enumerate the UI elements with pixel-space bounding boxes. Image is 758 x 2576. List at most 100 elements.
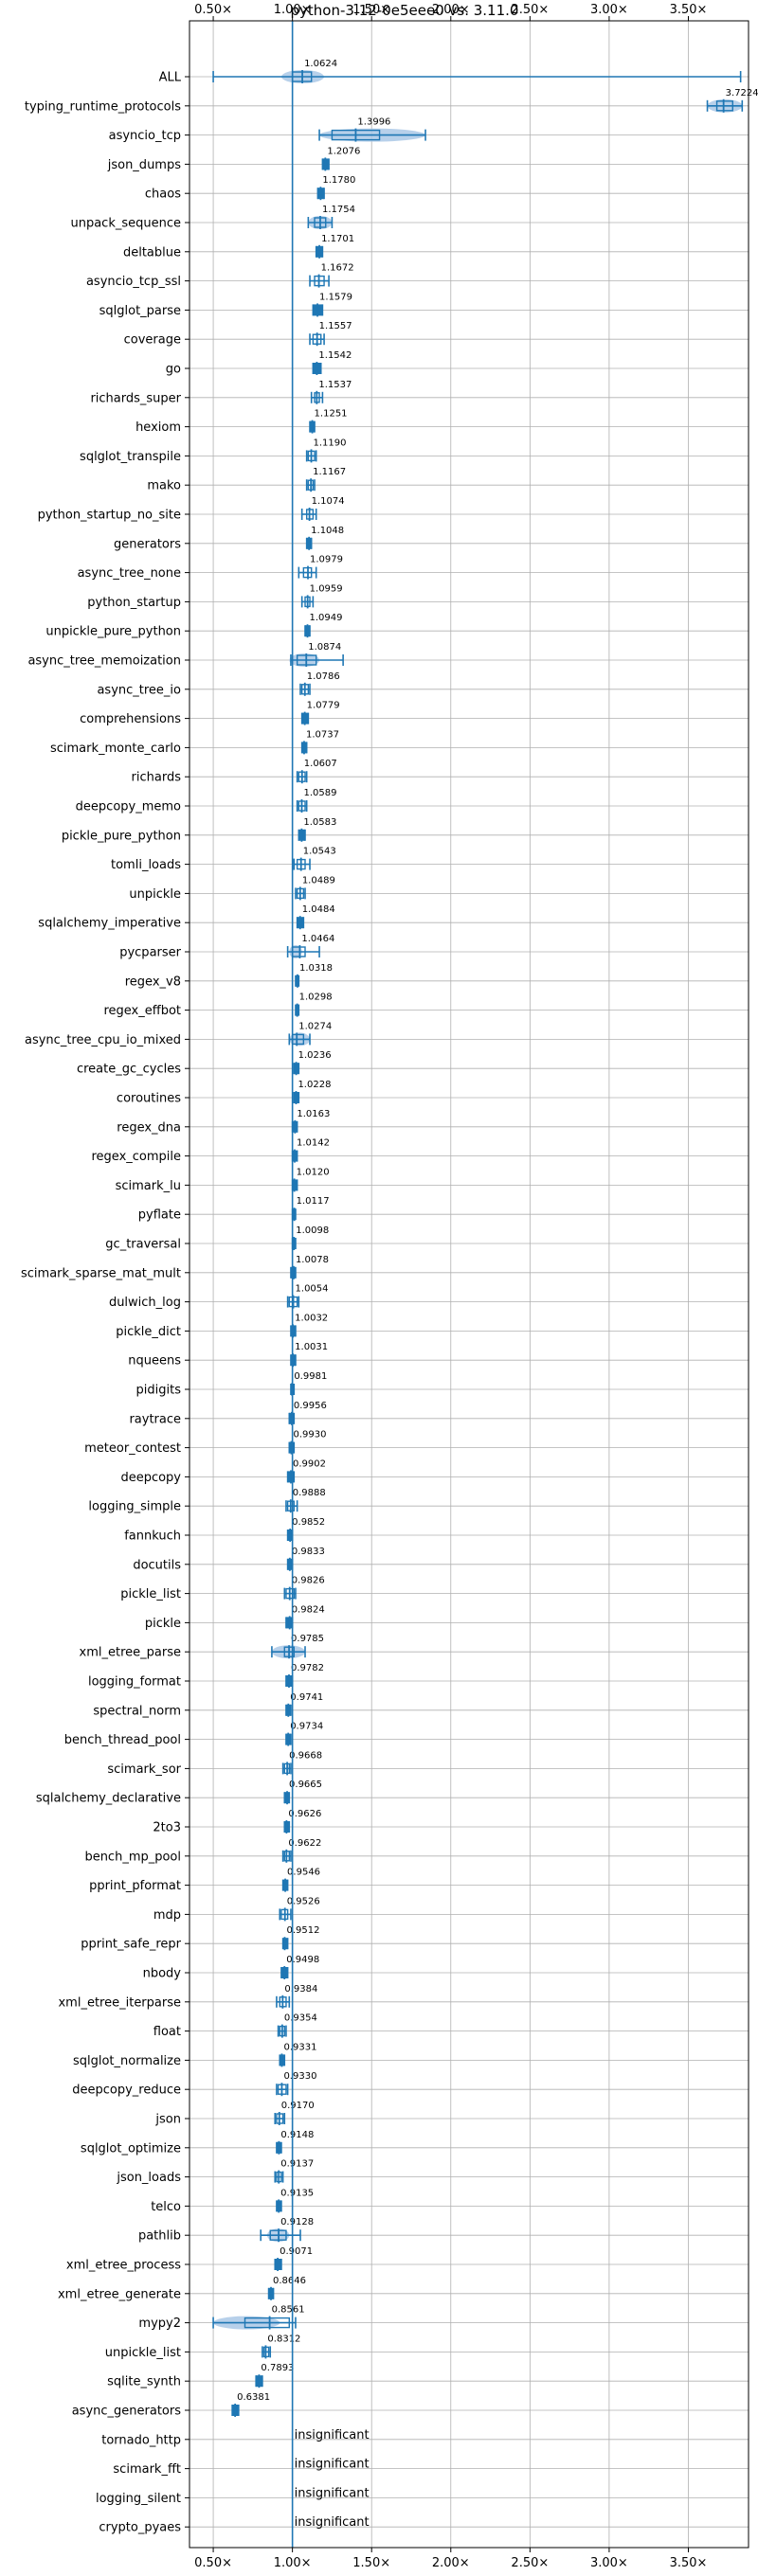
benchmark-label: logging_silent	[96, 2492, 181, 2506]
value-label: 0.9888	[293, 1488, 326, 1498]
value-label: 0.9626	[288, 1809, 321, 1819]
benchmark-label: deepcopy_memo	[76, 800, 181, 814]
benchmark-label: deepcopy_reduce	[72, 2084, 181, 2098]
insignificant-label: insignificant	[295, 2458, 370, 2472]
value-label: 0.9331	[283, 2042, 316, 2052]
value-label: 1.0032	[295, 1313, 328, 1323]
x-tick-label-top: 2.50×	[511, 3, 549, 17]
insignificant-label: insignificant	[295, 2515, 370, 2530]
value-label: 0.9526	[287, 1896, 320, 1906]
benchmark-label: docutils	[133, 1558, 181, 1572]
benchmark-label: unpack_sequence	[70, 217, 181, 231]
benchmark-label: richards	[132, 771, 182, 785]
benchmark-label: telco	[151, 2200, 181, 2214]
benchmark-label: sqlglot_parse	[99, 304, 181, 318]
x-tick-label-top: 1.00×	[274, 3, 312, 17]
value-label: 0.9741	[290, 1692, 323, 1703]
value-label: 0.9137	[280, 2159, 314, 2170]
value-label: 1.1167	[313, 467, 346, 477]
benchmark-label: unpickle	[129, 887, 181, 902]
value-label: 1.1190	[314, 438, 347, 448]
benchmark-label: xml_etree_generate	[58, 2287, 181, 2301]
benchmark-label: gc_traversal	[105, 1238, 181, 1252]
value-label: 0.9354	[284, 2013, 317, 2024]
benchmark-label: pycparser	[119, 946, 181, 960]
benchmark-label: create_gc_cycles	[77, 1063, 181, 1077]
value-label: 1.1251	[315, 409, 348, 420]
benchmark-label: tornado_http	[101, 2433, 181, 2447]
value-label: 1.1579	[319, 292, 352, 302]
benchmark-label: fannkuch	[124, 1530, 181, 1544]
benchmark-label: mako	[147, 479, 181, 493]
benchmark-label: mdp	[153, 1908, 181, 1923]
plot-frame	[189, 20, 749, 2549]
benchmark-label: regex_effbot	[103, 1004, 181, 1018]
x-tick-label-bottom: 3.00×	[590, 2556, 628, 2570]
value-label: 0.9785	[291, 1634, 324, 1644]
value-label: 0.9128	[280, 2217, 314, 2227]
value-label: 0.9330	[283, 2071, 316, 2082]
value-label: 1.0117	[297, 1196, 330, 1207]
value-label: 1.0054	[296, 1284, 329, 1295]
benchmark-label: json	[154, 2113, 181, 2127]
quartile-box	[244, 2317, 290, 2329]
value-label: 1.2076	[327, 146, 360, 156]
benchmark-label: spectral_norm	[93, 1704, 181, 1718]
insignificant-label: insignificant	[295, 2428, 370, 2442]
value-label: 0.9956	[294, 1401, 327, 1411]
value-label: 0.9384	[284, 1984, 317, 1995]
value-label: 1.0489	[302, 875, 335, 886]
value-label: 1.0031	[295, 1342, 328, 1352]
x-tick-label-bottom: 1.50×	[352, 2556, 390, 2570]
x-tick-label-top: 3.50×	[670, 3, 708, 17]
x-tick-label-bottom: 1.00×	[274, 2556, 312, 2570]
value-label: 1.1542	[318, 350, 352, 361]
benchmark-label: sqlglot_optimize	[81, 2141, 181, 2156]
value-label: 1.0874	[308, 642, 341, 653]
benchmark-label: pathlib	[138, 2229, 181, 2244]
benchmark-label: pickle	[145, 1617, 181, 1631]
benchmark-label: scimark_monte_carlo	[50, 742, 181, 756]
value-label: 1.1537	[318, 380, 352, 390]
benchmark-label: chaos	[145, 188, 181, 202]
value-label: 0.9782	[291, 1663, 324, 1673]
benchmark-label: typing_runtime_protocols	[25, 99, 181, 114]
benchmark-label: json_loads	[116, 2171, 181, 2185]
value-label: 0.9622	[288, 1838, 321, 1849]
benchmark-label: asyncio_tcp_ssl	[86, 275, 181, 289]
benchmark-label: richards_super	[90, 391, 181, 405]
benchmark-label: async_tree_io	[97, 683, 181, 697]
benchmark-label: 2to3	[153, 1821, 181, 1835]
benchmark-label: unpickle_list	[105, 2346, 181, 2360]
benchmark-label: pyflate	[138, 1208, 181, 1223]
value-label: 1.3996	[357, 117, 390, 128]
benchmark-label: regex_compile	[91, 1150, 181, 1164]
value-label: 0.9071	[280, 2246, 313, 2257]
value-label: 1.0464	[301, 934, 334, 944]
value-label: 0.9512	[286, 1925, 319, 1936]
value-label: 1.0589	[303, 788, 336, 798]
benchmark-label: bench_thread_pool	[64, 1733, 181, 1747]
benchmark-label: raytrace	[129, 1412, 181, 1426]
value-label: 1.0607	[304, 759, 337, 769]
benchmark-label: logging_simple	[88, 1500, 181, 1514]
benchmark-label: float	[153, 2025, 181, 2039]
value-label: 1.0949	[310, 613, 343, 623]
value-label: 1.0228	[298, 1080, 331, 1090]
benchmark-label: regex_v8	[125, 975, 181, 989]
benchmark-label: tomli_loads	[111, 858, 181, 872]
x-tick-label-bottom: 2.50×	[511, 2556, 549, 2570]
benchmark-label: sqlalchemy_declarative	[36, 1792, 181, 1806]
value-label: 1.0120	[297, 1167, 330, 1177]
benchmark-label: pickle_dict	[116, 1325, 181, 1339]
value-label: 1.0543	[303, 847, 336, 857]
benchmark-label: coverage	[124, 333, 181, 348]
x-tick-label-top: 3.00×	[590, 3, 628, 17]
x-tick-label-top: 0.50×	[194, 3, 232, 17]
value-label: 1.0142	[297, 1138, 330, 1149]
benchmark-label: pidigits	[136, 1384, 182, 1398]
value-label: 0.9852	[292, 1517, 325, 1528]
benchmark-label: async_tree_cpu_io_mixed	[25, 1033, 181, 1047]
value-label: 1.0959	[310, 583, 343, 594]
